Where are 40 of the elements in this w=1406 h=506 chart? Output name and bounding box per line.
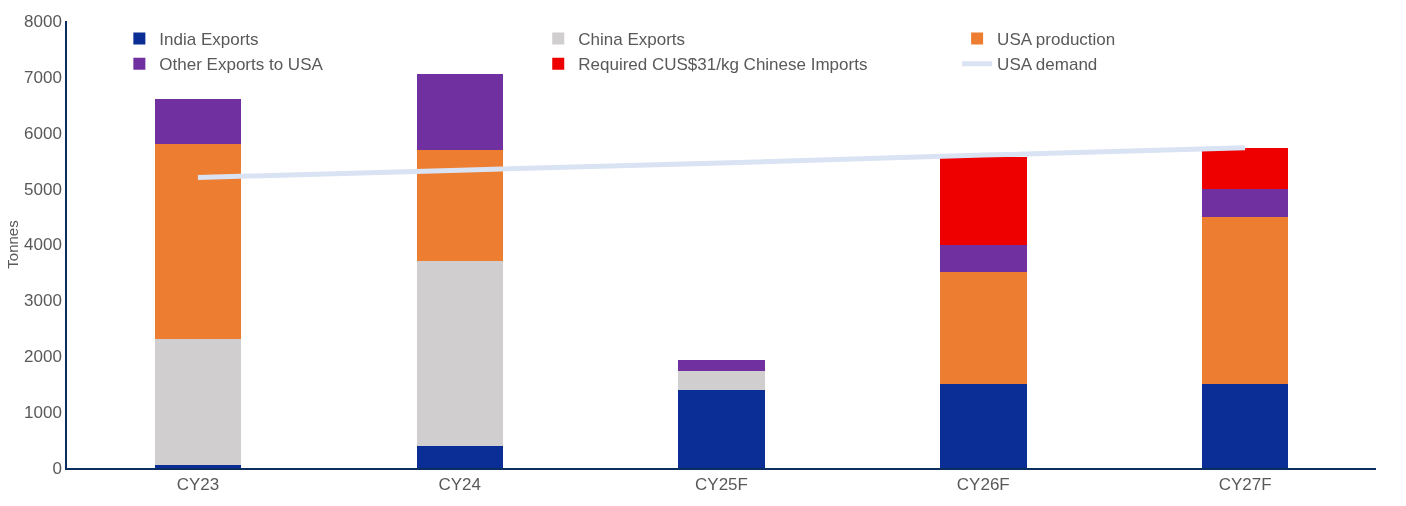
bar [154,143,242,340]
bar [416,445,503,468]
bar [1201,384,1289,468]
legend-label: USA production [997,30,1116,50]
y-tick-label: 6000 [24,123,62,143]
bar [154,99,242,144]
y-tick-label: 0 [52,458,62,478]
bar [1201,216,1289,385]
y-tick-label: 7000 [24,67,62,87]
bar [678,360,765,372]
legend-label: India Exports [159,30,259,50]
bar [154,465,242,468]
x-tick-label: CY24 [438,475,481,495]
y-tick-label: 1000 [24,403,62,423]
legend-label: USA demand [997,55,1098,75]
legend-label: Other Exports to USA [159,55,324,75]
bar [154,339,242,466]
bar [678,389,765,468]
bar [940,244,1027,273]
y-tick-label: 2000 [24,347,62,367]
bar [940,156,1027,245]
y-tick-label: 4000 [24,235,62,255]
y-tick-label: 5000 [24,179,62,199]
y-tick-label: 8000 [24,11,62,31]
bar [940,384,1027,468]
bar [416,74,503,150]
bar [416,261,503,446]
y-tick-label: 3000 [24,291,62,311]
x-tick-label: CY25F [695,475,748,495]
x-tick-label: CY23 [176,475,220,495]
legend-label: China Exports [578,30,686,50]
bar [416,149,503,262]
y-axis-title: Tonnes [3,220,21,269]
bar [1201,188,1289,217]
x-tick-label: CY27F [1218,475,1272,495]
bar [678,371,765,390]
bar [1201,148,1289,189]
x-tick-label: CY26F [956,475,1010,495]
legend-label: Required CUS$31/kg Chinese Imports [578,55,868,75]
bar [940,272,1027,385]
